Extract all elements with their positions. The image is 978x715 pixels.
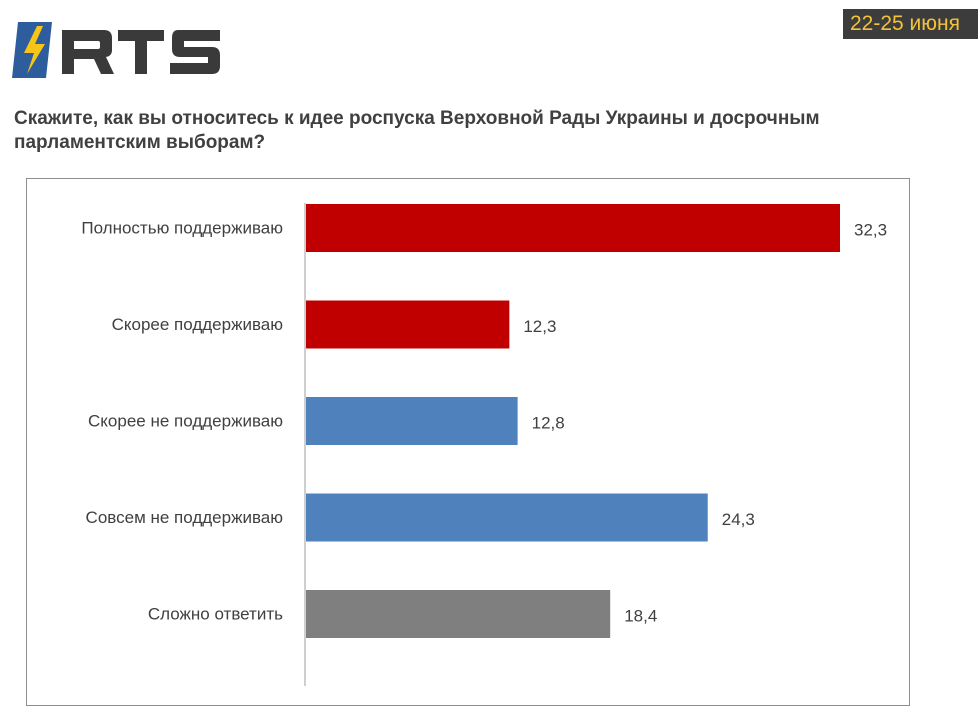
category-label-1: Полностью поддерживаю xyxy=(81,219,283,238)
bar-chart: Полностью поддерживаю 32,3 Скорее поддержи… xyxy=(81,203,887,686)
value-label-2: 12,3 xyxy=(523,317,556,336)
rts-logo-letters xyxy=(62,30,220,74)
bar-3 xyxy=(306,397,518,445)
category-label-5: Сложно ответить xyxy=(148,605,283,624)
category-label-4: Совсем не поддерживаю xyxy=(86,508,284,527)
value-label-4: 24,3 xyxy=(722,510,755,529)
bar-2 xyxy=(306,300,510,349)
value-label-3: 12,8 xyxy=(532,414,565,433)
value-label-1: 32,3 xyxy=(854,221,887,240)
value-label-5: 18,4 xyxy=(624,607,657,626)
bar-4 xyxy=(306,493,708,542)
lightning-bolt-icon xyxy=(12,22,52,78)
rts-logo xyxy=(12,22,220,78)
date-badge: 22-25 июня xyxy=(843,9,978,39)
bar-1 xyxy=(306,204,840,252)
category-label-3: Скорее не поддерживаю xyxy=(88,412,283,431)
bar-5 xyxy=(306,590,611,638)
category-label-2: Скорее поддерживаю xyxy=(112,315,284,334)
chart-frame: Полностью поддерживаю 32,3 Скорее поддержи… xyxy=(26,178,910,706)
question-title: Скажите, как вы относитесь к идее роспус… xyxy=(14,108,820,153)
